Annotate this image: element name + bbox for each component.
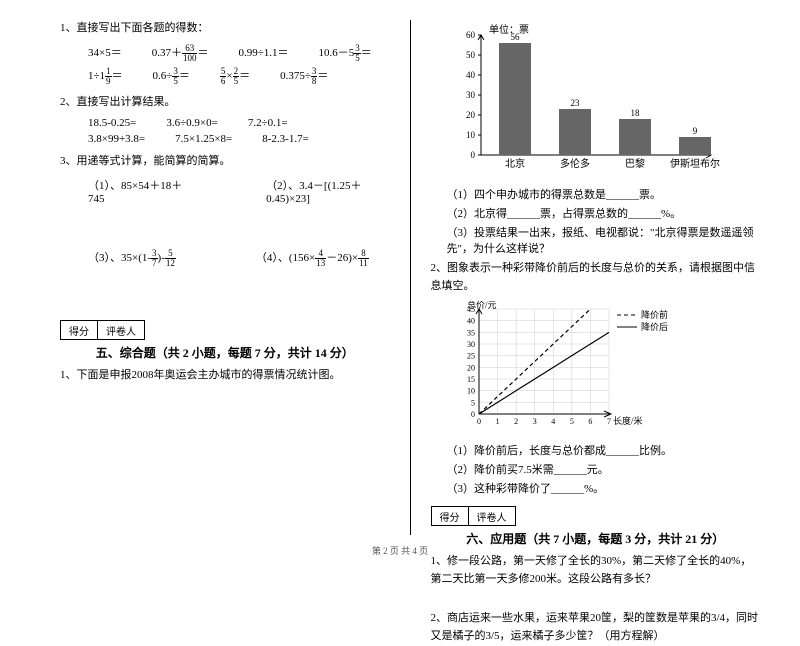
left-column: 1、直接写出下面各题的得数： 34×5＝ 0.37＋63100＝ 0.99÷1.…: [60, 20, 411, 535]
svg-text:多伦多: 多伦多: [560, 157, 590, 170]
q3-line1: （1）、85×54＋18＋745 （2）、3.4－[(1.25＋0.45)×23…: [60, 177, 390, 205]
svg-text:2: 2: [514, 417, 518, 426]
line-chart: 05101520253035404501234567总价/元长度/米降价前降价后: [451, 301, 761, 436]
eq: 3.8×99+3.8=: [88, 133, 145, 145]
eq: 18.5-0.25=: [88, 117, 136, 129]
grader-label: 评卷人: [469, 506, 516, 526]
score-box-5: 得分 评卷人: [60, 320, 390, 340]
score-label: 得分: [60, 320, 98, 340]
svg-text:3: 3: [532, 417, 536, 426]
svg-text:9: 9: [692, 126, 697, 136]
eq: 1÷119＝: [88, 67, 123, 86]
eq: 56×25＝: [220, 67, 250, 86]
svg-text:60: 60: [466, 30, 476, 40]
svg-text:1: 1: [495, 417, 499, 426]
score-box-6: 得分 评卷人: [431, 506, 761, 526]
svg-text:35: 35: [467, 329, 475, 338]
chart-q3: （3）投票结果一出来，报纸、电视都说："北京得票是数遥遥领先"，为什么这样说？: [431, 224, 761, 256]
section5-title: 五、综合题（共 2 小题，每题 7 分，共计 14 分）: [60, 344, 390, 361]
svg-text:北京: 北京: [505, 157, 525, 170]
svg-text:单位：票: 单位：票: [489, 23, 529, 36]
svg-text:30: 30: [466, 90, 476, 100]
svg-text:10: 10: [467, 387, 475, 396]
q3-title: 3、用递等式计算，能简算的简算。: [60, 153, 390, 171]
svg-text:降价后: 降价后: [641, 321, 668, 332]
svg-text:降价前: 降价前: [641, 309, 668, 320]
svg-text:长度/米: 长度/米: [613, 415, 643, 426]
q2-r1: 18.5-0.25= 3.6÷0.9×0= 7.2÷0.1=: [60, 117, 390, 129]
eq: 7.2÷0.1=: [248, 117, 288, 129]
svg-text:0: 0: [471, 410, 475, 419]
svg-text:6: 6: [588, 417, 592, 426]
eq: 0.37＋63100＝: [152, 44, 209, 63]
q2-r2: 3.8×99+3.8= 7.5×1.25×8= 8-2.3-1.7=: [60, 133, 390, 145]
svg-text:5: 5: [569, 417, 573, 426]
score-label: 得分: [431, 506, 469, 526]
svg-text:7: 7: [607, 417, 611, 426]
chart-q1: （1）四个申办城市的得票总数是______票。: [431, 186, 761, 202]
page-footer: 第 2 页 共 4 页: [0, 544, 800, 557]
q1-row1: 34×5＝ 0.37＋63100＝ 0.99÷1.1＝ 10.6－535＝: [60, 44, 390, 63]
eq: 0.6÷35＝: [153, 67, 190, 86]
svg-text:50: 50: [466, 50, 476, 60]
chart-q2: （2）北京得______票，占得票总数的______%。: [431, 205, 761, 221]
eq: 0.99÷1.1＝: [238, 44, 288, 63]
svg-text:20: 20: [467, 364, 475, 373]
svg-text:40: 40: [466, 70, 476, 80]
eq: 3.6÷0.9×0=: [166, 117, 217, 129]
svg-text:30: 30: [467, 340, 475, 349]
bar-chart: 单位：票 0 10 20 30 40 50 60 56 北京 23 多伦多 18 巴黎 9 伊斯坦布尔: [451, 20, 761, 180]
svg-text:总价/元: 总价/元: [467, 301, 497, 310]
svg-text:伊斯坦布尔: 伊斯坦布尔: [670, 157, 720, 170]
svg-text:40: 40: [467, 317, 475, 326]
svg-text:23: 23: [570, 98, 580, 108]
right-column: 单位：票010203040506056北京23多伦多18巴黎9伊斯坦布尔 （1）…: [431, 20, 761, 535]
s6-q2: 2、商店运来一些水果，运来苹果20筐，梨的筐数是苹果的3/4，同时又是橘子的3/…: [431, 610, 761, 645]
eq: 7.5×1.25×8=: [175, 133, 232, 145]
grader-label: 评卷人: [98, 320, 145, 340]
eq: （2）、3.4－[(1.25＋0.45)×23]: [266, 177, 389, 205]
s5-q1: 1、下面是申报2008年奥运会主办城市的得票情况统计图。: [60, 367, 390, 385]
eq: （4）、(156×413－26)×811: [256, 249, 369, 268]
line-q3: （3）这种彩带降价了______%。: [431, 480, 761, 496]
q1-row2: 1÷119＝ 0.6÷35＝ 56×25＝ 0.375÷38＝: [60, 67, 390, 86]
s6-q1: 1、修一段公路，第一天修了全长的30%，第二天修了全长的40%，第二天比第一天多…: [431, 553, 761, 588]
svg-text:15: 15: [467, 375, 475, 384]
eq: 34×5＝: [88, 44, 122, 63]
eq: （1）、85×54＋18＋745: [88, 177, 186, 205]
svg-text:56: 56: [510, 32, 520, 42]
eq: 10.6－535＝: [319, 44, 372, 63]
svg-text:0: 0: [470, 150, 475, 160]
svg-text:5: 5: [471, 399, 475, 408]
line-q2: （2）降价前买7.5米需______元。: [431, 461, 761, 477]
svg-text:20: 20: [466, 110, 476, 120]
eq: （3）、35×(1-37)-512: [88, 249, 176, 268]
q2-title: 2、直接写出计算结果。: [60, 94, 390, 112]
line-q1: （1）降价前后，长度与总价都成______比例。: [431, 442, 761, 458]
svg-text:25: 25: [467, 352, 475, 361]
svg-text:0: 0: [477, 417, 481, 426]
eq: 8-2.3-1.7=: [262, 133, 309, 145]
svg-text:18: 18: [630, 108, 640, 118]
svg-text:4: 4: [551, 417, 555, 426]
q3-line2: （3）、35×(1-37)-512 （4）、(156×413－26)×811: [60, 249, 390, 268]
q2-intro: 2、图象表示一种彩带降价前后的长度与总价的关系，请根据图中信息填空。: [431, 260, 761, 295]
svg-text:10: 10: [466, 130, 476, 140]
svg-text:巴黎: 巴黎: [625, 157, 645, 170]
q1-title: 1、直接写出下面各题的得数：: [60, 20, 390, 38]
eq: 0.375÷38＝: [280, 67, 328, 86]
